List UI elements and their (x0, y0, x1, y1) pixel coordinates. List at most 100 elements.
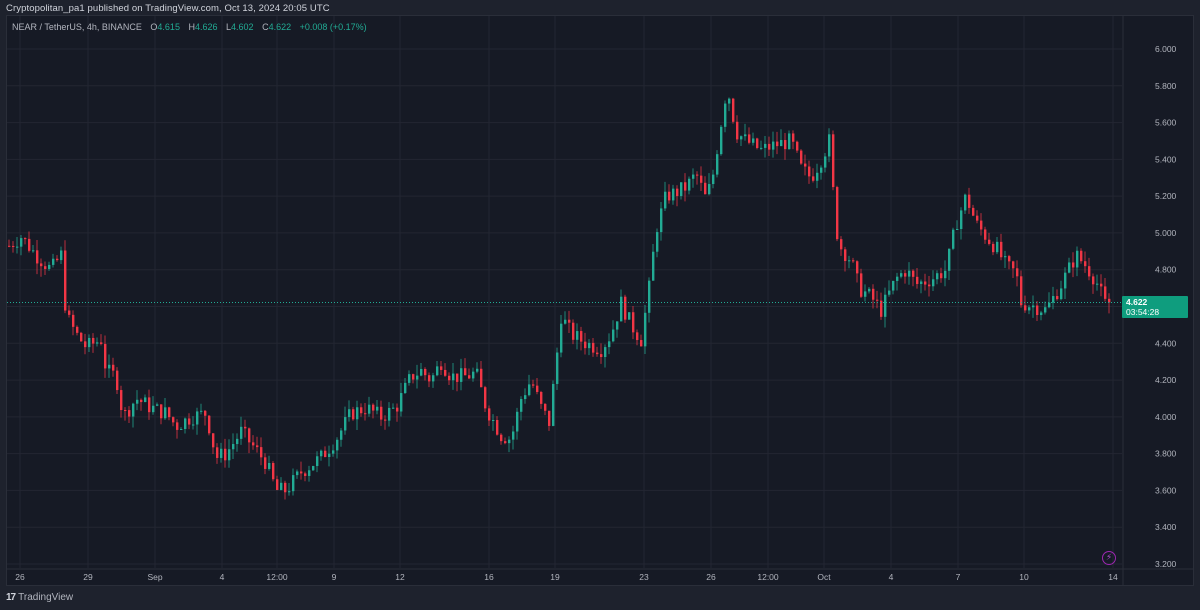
candle-body (748, 134, 751, 143)
symbol-info[interactable]: NEAR / TetherUS, 4h, BINANCE (12, 22, 142, 32)
candle-body (224, 448, 227, 461)
candle-body (808, 166, 811, 177)
candle-body (52, 258, 55, 265)
candle-body (660, 208, 663, 233)
high-value: 4.626 (194, 22, 218, 32)
candle-body (360, 407, 363, 414)
y-tick-label: 3.200 (1155, 559, 1177, 569)
candle-body (600, 354, 603, 358)
candle-body (884, 294, 887, 317)
candle-body (1008, 256, 1011, 262)
candle-body (624, 296, 627, 320)
candle-body (384, 419, 387, 421)
candle-body (632, 312, 635, 333)
candle-body (708, 184, 711, 195)
candle-body (392, 407, 395, 409)
candle-body (148, 397, 151, 413)
x-tick-label: 10 (1019, 572, 1029, 582)
y-tick-label: 3.600 (1155, 485, 1177, 495)
candle-body (440, 366, 443, 370)
candle-body (32, 250, 35, 252)
candle-body (876, 299, 879, 301)
x-tick-label: 12 (395, 572, 405, 582)
candle-body (1056, 296, 1059, 300)
x-tick-label: 4 (889, 572, 894, 582)
candle-body (92, 337, 95, 344)
y-tick-label: 3.800 (1155, 449, 1177, 459)
candle-body (532, 384, 535, 386)
y-tick-label: 4.200 (1155, 375, 1177, 385)
candle-body (484, 387, 487, 409)
candle-body (588, 342, 591, 349)
candle-body (348, 409, 351, 418)
candle-body (108, 364, 111, 369)
candle-body (740, 136, 743, 140)
candle-body (1084, 261, 1087, 267)
candle-body (460, 368, 463, 382)
y-tick-label: 3.400 (1155, 522, 1177, 532)
x-tick-label: 23 (639, 572, 649, 582)
candle-body (896, 276, 899, 281)
candle-body (180, 429, 183, 431)
candle-body (152, 405, 155, 413)
candle-body (1092, 276, 1095, 285)
candle-body (1004, 256, 1007, 258)
candle-body (1096, 283, 1099, 285)
candle-body (316, 456, 319, 467)
candle-body (992, 243, 995, 253)
candle-body (132, 403, 135, 417)
lightning-icon[interactable]: ⚡ (1102, 551, 1116, 565)
candle-body (696, 174, 699, 176)
candle-body (1048, 302, 1051, 308)
candle-body (616, 321, 619, 330)
candle-body (476, 368, 479, 372)
last-price: 4.622 (1126, 297, 1148, 307)
candle-body (860, 273, 863, 297)
candle-body (1040, 312, 1043, 316)
candle-body (1108, 298, 1111, 303)
candle-body (284, 482, 287, 493)
candle-body (928, 284, 931, 287)
candle-body (664, 191, 667, 209)
candle-body (972, 207, 975, 216)
candle-body (1032, 305, 1035, 308)
candle-body (944, 270, 947, 279)
candle-body (788, 133, 791, 150)
x-tick-label: 9 (332, 572, 337, 582)
candle-body (508, 439, 511, 444)
candle-body (628, 312, 631, 320)
low-label: L (226, 22, 232, 32)
candle-body (636, 332, 639, 341)
candle-body (8, 245, 11, 247)
candle-body (504, 441, 507, 444)
candle-body (672, 188, 675, 201)
candle-body (844, 249, 847, 262)
candle-body (732, 98, 735, 122)
candle-body (676, 188, 679, 197)
candle-body (268, 462, 271, 469)
candle-body (468, 375, 471, 379)
candle-body (520, 399, 523, 412)
candle-body (288, 491, 291, 493)
candle-body (964, 194, 967, 211)
candle-body (820, 167, 823, 173)
y-tick-label: 6.000 (1155, 44, 1177, 54)
candle-body (104, 343, 107, 369)
candle-body (772, 141, 775, 150)
candle-body (412, 374, 415, 380)
candle-body (28, 238, 31, 251)
candle-body (916, 276, 919, 284)
candle-body (764, 143, 767, 148)
candle-body (36, 250, 39, 264)
candle-body (492, 419, 495, 421)
close-label: C (262, 22, 269, 32)
candle-body (948, 248, 951, 271)
candle-body (952, 229, 955, 249)
candle-body (1020, 276, 1023, 306)
candle-body (652, 251, 655, 281)
candle-body (1080, 250, 1083, 262)
candle-body (340, 430, 343, 440)
candle-body (12, 245, 15, 247)
candle-body (516, 411, 519, 432)
